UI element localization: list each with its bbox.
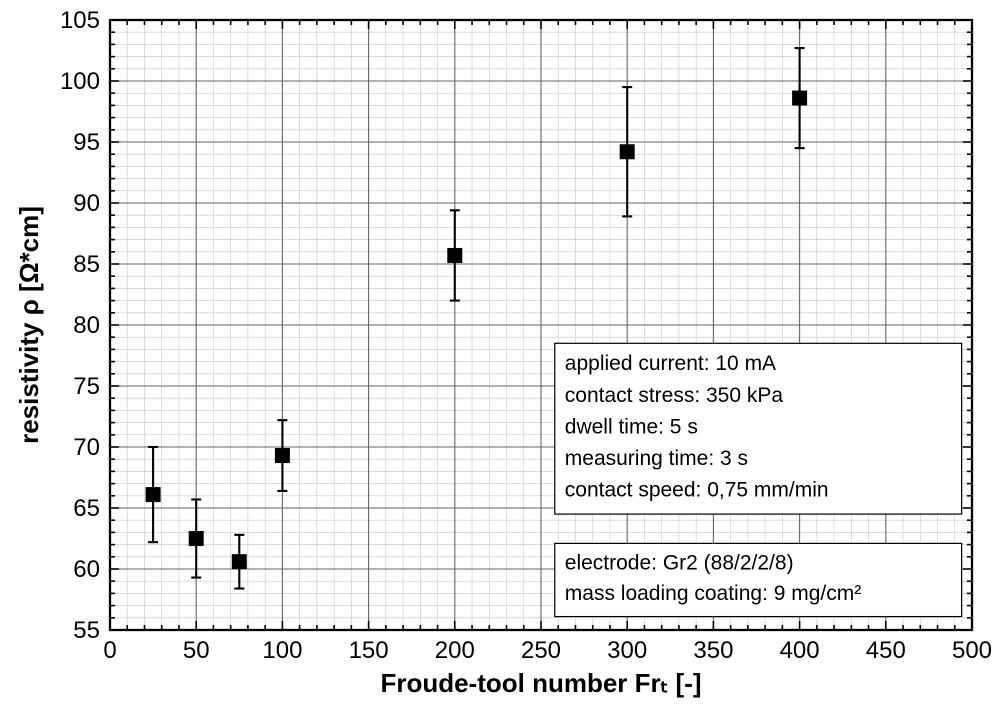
y-tick-label: 55 [73, 617, 100, 644]
y-tick-label: 65 [73, 495, 100, 522]
x-tick-label: 100 [262, 637, 302, 664]
y-tick-label: 95 [73, 129, 100, 156]
data-point [793, 91, 807, 105]
data-point [275, 449, 289, 463]
x-tick-label: 200 [435, 637, 475, 664]
info-box-line: measuring time: 3 s [565, 447, 748, 470]
data-point [146, 488, 160, 502]
y-tick-label: 60 [73, 556, 100, 583]
y-tick-label: 105 [60, 7, 100, 34]
y-axis-label: resistivity ρ [Ω*cm] [14, 206, 44, 444]
y-tick-label: 85 [73, 251, 100, 278]
chart-container: 0 50 100 150 200 250 300 350 400 450 500 55 60 65 70 75… [0, 0, 1004, 723]
y-tick-label: 100 [60, 68, 100, 95]
info-box-line: dwell time: 5 s [565, 415, 698, 438]
info-box-line: electrode: Gr2 (88/2/2/8) [565, 551, 794, 574]
info-box-line: contact speed: 0,75 mm/min [565, 479, 829, 502]
info-box-line: contact stress: 350 kPa [565, 384, 784, 407]
info-box-line: applied current: 10 mA [565, 352, 776, 375]
resistivity-vs-froude-chart: 0 50 100 150 200 250 300 350 400 450 500 55 60 65 70 75… [0, 0, 1004, 723]
data-point [232, 555, 246, 569]
x-tick-label: 250 [521, 637, 561, 664]
x-tick-label: 350 [693, 637, 733, 664]
info-box: applied current: 10 mA contact stress: 35… [555, 343, 962, 514]
y-tick-label: 70 [73, 434, 100, 461]
x-axis-label: Froude-tool number Frₜ [-] [380, 668, 701, 698]
info-box: electrode: Gr2 (88/2/2/8) mass loading co… [555, 543, 962, 616]
x-tick-label: 150 [349, 637, 389, 664]
x-tick-label: 50 [183, 637, 210, 664]
x-tick-label: 0 [103, 637, 116, 664]
x-tick-label: 400 [780, 637, 820, 664]
y-tick-label: 90 [73, 190, 100, 217]
data-point [189, 532, 203, 546]
x-tick-label: 300 [607, 637, 647, 664]
data-point [620, 145, 634, 159]
x-tick-label: 500 [952, 637, 992, 664]
y-tick-label: 75 [73, 373, 100, 400]
x-tick-label: 450 [866, 637, 906, 664]
info-box-line: mass loading coating: 9 mg/cm² [565, 582, 861, 605]
y-tick-label: 80 [73, 312, 100, 339]
data-point [448, 248, 462, 262]
